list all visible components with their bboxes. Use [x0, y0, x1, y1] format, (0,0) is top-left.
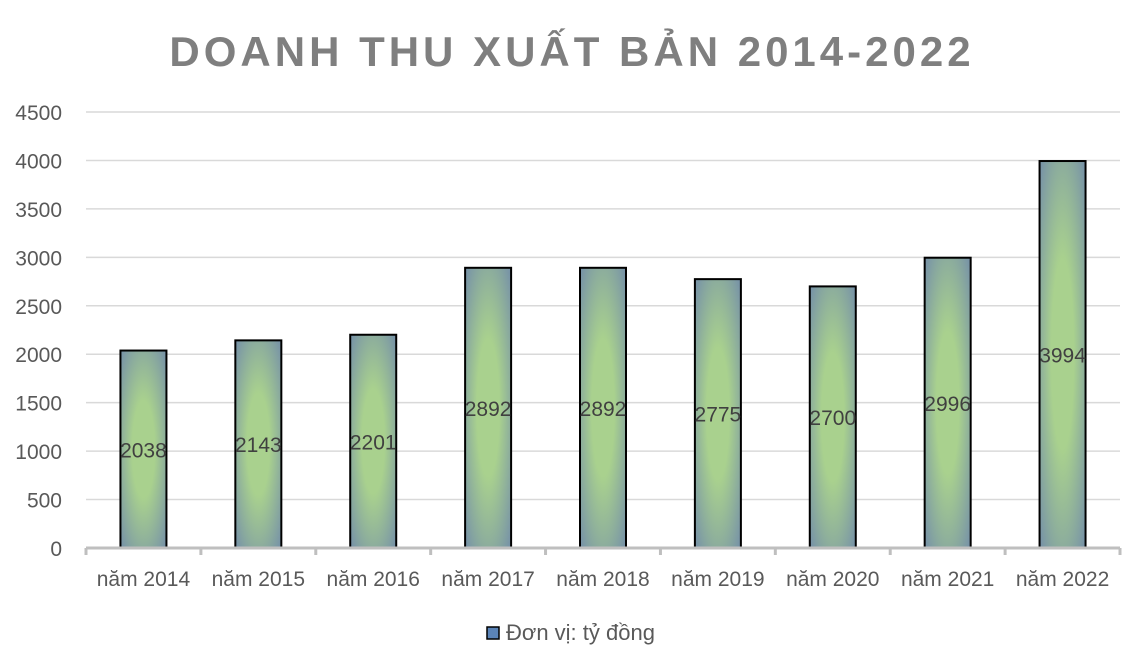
x-tick-label: năm 2022 — [1016, 568, 1109, 591]
y-tick-label: 3500 — [15, 199, 62, 222]
bar — [1038, 160, 1087, 549]
y-tick-label: 2000 — [15, 344, 62, 367]
legend: Đơn vị: tỷ đồng — [486, 620, 655, 645]
y-tick-label: 2500 — [15, 296, 62, 319]
y-tick-label: 0 — [50, 538, 62, 561]
data-label: 2143 — [235, 434, 282, 457]
x-tick-label: năm 2018 — [556, 568, 649, 591]
bar — [923, 256, 972, 549]
x-tick-label: năm 2014 — [97, 568, 191, 591]
data-label: 2038 — [120, 439, 167, 462]
data-label: 3994 — [1039, 345, 1086, 368]
y-tick-label: 4000 — [15, 150, 62, 173]
chart-title: DOANH THU XUẤT BẢN 2014-2022 — [169, 27, 974, 75]
y-tick-label: 1500 — [15, 393, 62, 416]
y-tick-label: 3000 — [15, 247, 62, 270]
data-label: 2892 — [465, 398, 512, 421]
bar — [119, 349, 168, 549]
y-tick-label: 1000 — [15, 441, 62, 464]
data-label: 2892 — [580, 398, 627, 421]
data-label: 2700 — [809, 407, 856, 430]
x-tick-label: năm 2015 — [212, 568, 305, 591]
x-tick-label: năm 2019 — [671, 568, 764, 591]
data-label: 2996 — [924, 393, 971, 416]
bar — [808, 285, 857, 549]
data-label: 2201 — [350, 431, 397, 454]
legend-swatch — [486, 626, 500, 640]
data-label: 2775 — [695, 404, 742, 427]
y-tick-label: 4500 — [15, 102, 62, 125]
y-tick-label: 500 — [27, 490, 62, 513]
x-tick-label: năm 2017 — [441, 568, 534, 591]
x-tick-label: năm 2021 — [901, 568, 994, 591]
legend-label: Đơn vị: tỷ đồng — [506, 620, 655, 645]
x-tick-label: năm 2016 — [327, 568, 420, 591]
x-tick-label: năm 2020 — [786, 568, 879, 591]
